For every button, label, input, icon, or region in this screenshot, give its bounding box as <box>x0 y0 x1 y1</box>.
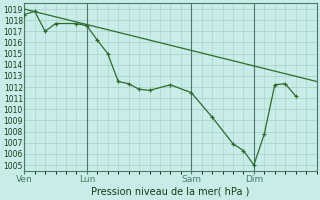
X-axis label: Pression niveau de la mer( hPa ): Pression niveau de la mer( hPa ) <box>91 187 250 197</box>
